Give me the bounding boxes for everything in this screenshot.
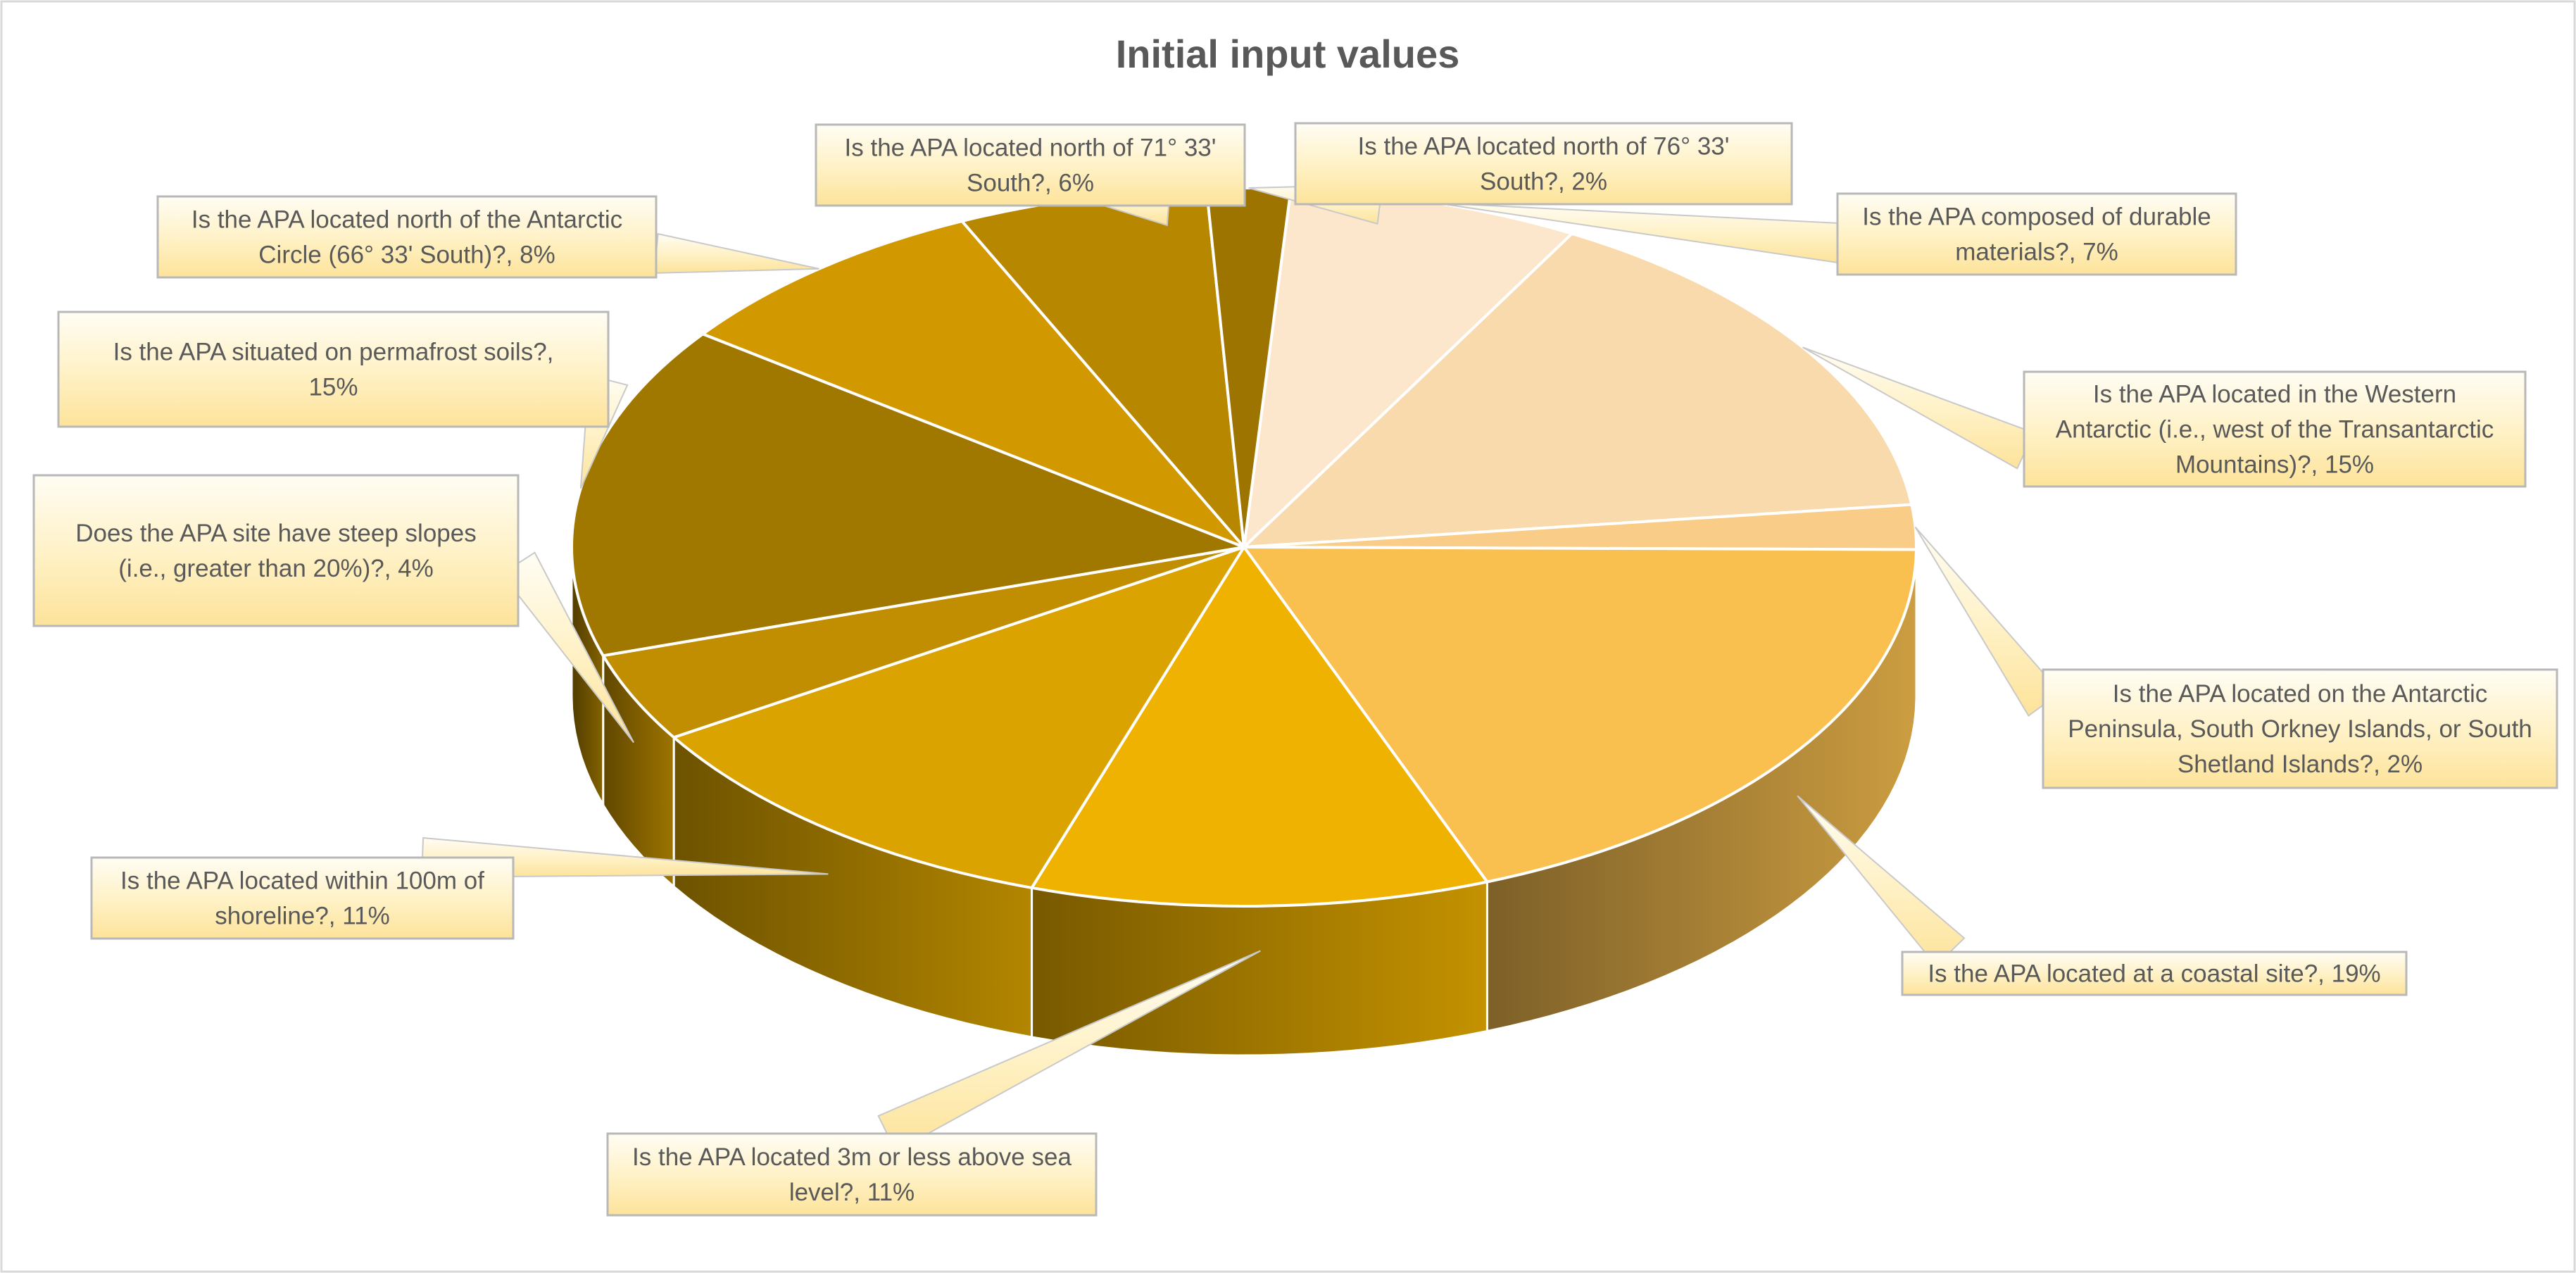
data-label-5: Is the APA located 3m or less above sea l… [606, 950, 1261, 1217]
data-label-3: Is the APA located on the Antarctic Penin… [1914, 526, 2558, 789]
pie-top-faces [570, 187, 1918, 908]
data-label-6: Is the APA located within 100m of shoreli… [90, 836, 829, 940]
data-label-text: Is the APA located at a coastal site?, 1… [1928, 960, 2380, 988]
data-label-11: Is the APA located north of 76° 33' South… [1248, 122, 1793, 225]
data-label-1: Is the APA composed of durable materials?… [1435, 192, 2237, 276]
data-label-text: Does the APA site have steep slopes (i.e.… [75, 520, 476, 582]
data-label-text: Is the APA located north of 76° 33' South… [1358, 133, 1730, 196]
data-label-text: Is the APA located within 100m of shoreli… [120, 867, 484, 930]
pie-side-walls [570, 546, 1918, 1057]
data-label-box [1836, 192, 2237, 276]
chart-title: Initial input values [1116, 32, 1460, 76]
pie-slice-6[interactable] [672, 546, 1245, 889]
pie-slice-4[interactable] [1243, 546, 1918, 884]
data-label-box [2023, 370, 2527, 488]
data-label-2: Is the APA located in the Western Antarct… [1802, 346, 2527, 488]
data-label-text: Is the APA situated on permafrost soils?… [113, 339, 554, 401]
data-label-10: Is the APA located north of 71° 33' South… [815, 123, 1246, 227]
data-label-text: Is the APA located in the Western Antarct… [2056, 381, 2494, 479]
data-label-box [815, 123, 1246, 207]
data-label-box [2042, 668, 2558, 789]
data-label-text: Is the APA located 3m or less above sea l… [632, 1143, 1072, 1206]
data-label-box [32, 474, 520, 627]
data-label-8: Is the APA situated on permafrost soils?… [57, 311, 629, 489]
data-label-7: Does the APA site have steep slopes (i.e.… [32, 474, 634, 744]
data-label-box [90, 856, 515, 940]
data-label-box [606, 1132, 1098, 1217]
data-label-4: Is the APA located at a coastal site?, 1… [1797, 795, 2408, 996]
data-label-text: Is the APA composed of durable materials?… [1862, 203, 2211, 266]
data-label-box [1901, 951, 2408, 996]
data-label-text: Is the APA located north of 71° 33' South… [845, 134, 1217, 197]
data-label-text: Is the APA located on the Antarctic Penin… [2068, 680, 2532, 778]
data-label-box [156, 195, 658, 279]
data-label-box [1294, 122, 1793, 206]
data-label-text: Is the APA located north of the Antarcti… [191, 206, 622, 269]
pie-slice-7[interactable] [601, 546, 1245, 739]
data-label-callouts: Is the APA composed of durable materials?… [32, 122, 2558, 1217]
data-label-9: Is the APA located north of the Antarcti… [156, 195, 819, 279]
data-label-box [57, 311, 610, 428]
pie-slice-5[interactable] [1030, 546, 1489, 908]
